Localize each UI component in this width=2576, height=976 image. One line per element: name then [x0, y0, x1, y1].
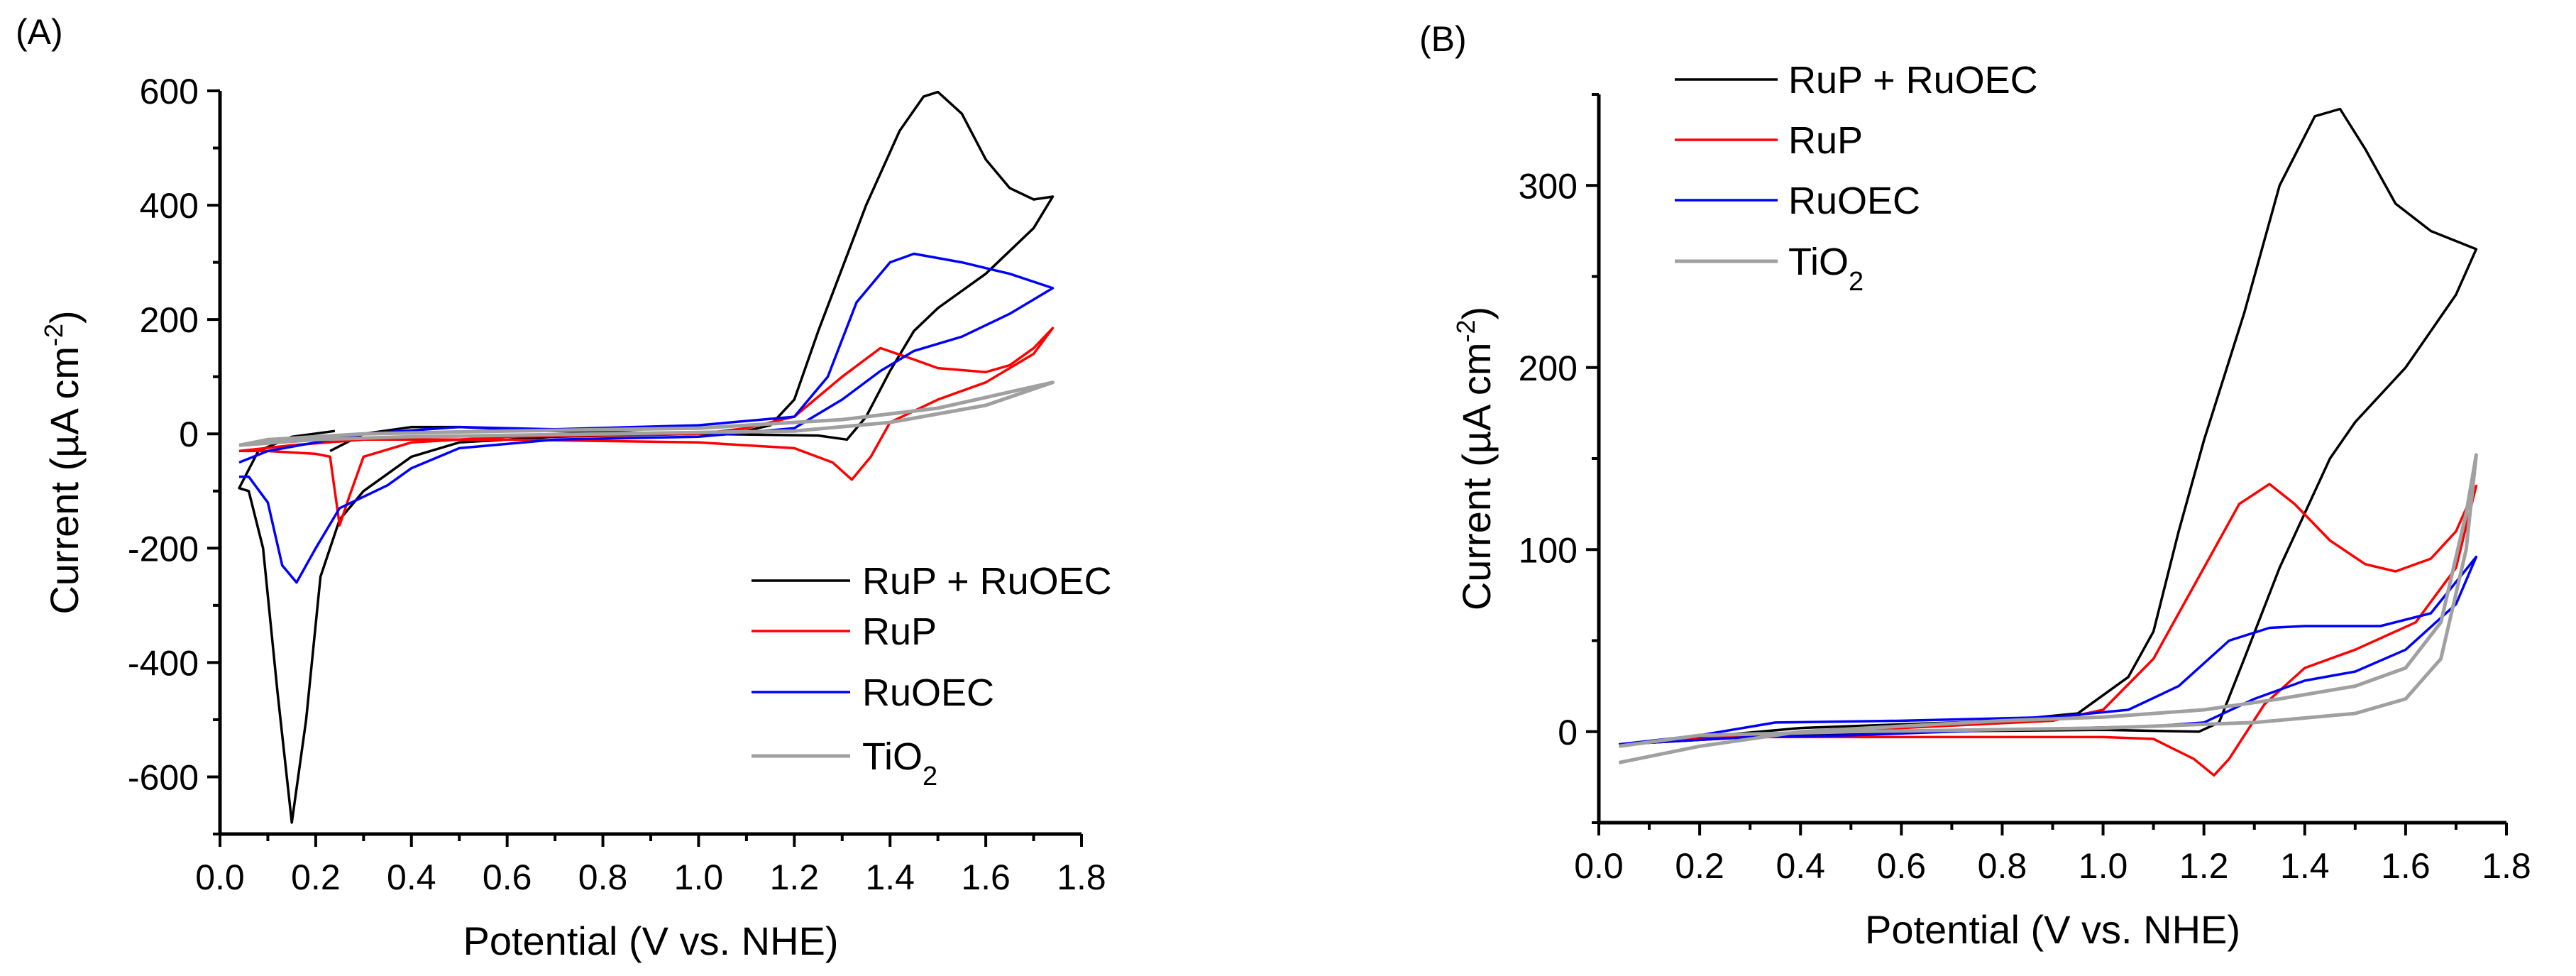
panel-label: (B) — [1419, 19, 1467, 59]
y-axis-title-end: ) — [1454, 307, 1499, 320]
legend-label: RuOEC — [862, 671, 994, 714]
x-tick-label: 0.4 — [387, 857, 436, 897]
legend-label-text: TiO — [862, 735, 923, 778]
x-tick-label: 0.0 — [1574, 846, 1624, 886]
x-tick-label: 0.6 — [483, 857, 532, 897]
series-line-rup — [1619, 483, 2478, 777]
y-tick-label: -200 — [128, 529, 199, 569]
series-line-rup-ruoec — [238, 90, 1055, 824]
series-line-tio2 — [238, 380, 1055, 447]
legend-label-text: RuP — [1788, 119, 1863, 162]
y-tick-label: -600 — [128, 757, 199, 797]
series-line-rup-ruoec — [1619, 107, 2478, 746]
y-tick-label: 300 — [1519, 166, 1578, 206]
legend-label: RuOEC — [1788, 180, 1920, 222]
legend-label-text: RuOEC — [1788, 180, 1920, 222]
x-tick-label: 1.0 — [674, 857, 724, 897]
chart-panel-a: (A) 0.0 0.2 0.4 0.6 0.8 1.0 1.2 1.4 1.6 1.8 -600 -40… — [16, 12, 1112, 963]
x-tick-label: 0.4 — [1776, 846, 1825, 886]
y-tick-label: 200 — [140, 300, 199, 340]
x-tick-label: 1.4 — [865, 857, 915, 897]
x-tick-label: 1.0 — [2079, 846, 2128, 886]
legend-label: TiO2 — [862, 735, 937, 791]
x-tick-label: 0.8 — [578, 857, 628, 897]
y-axis-title-superscript: -2 — [39, 324, 68, 346]
y-tick-label: 0 — [1558, 713, 1578, 752]
y-axis-title: Current (µA cm-2) — [1451, 307, 1499, 610]
legend-label: RuP + RuOEC — [862, 560, 1112, 603]
legend-label: RuP — [862, 610, 937, 653]
y-tick-label: 200 — [1519, 349, 1578, 388]
series-line-ruoec — [1619, 555, 2478, 746]
legend-label-text: RuP + RuOEC — [1788, 59, 2038, 102]
y-axis-title-main: Current (µA cm — [42, 346, 87, 615]
y-axis-title-superscript: -2 — [1451, 319, 1480, 342]
legend-label-text: RuOEC — [862, 671, 994, 714]
legend-label-text: RuP + RuOEC — [862, 560, 1112, 603]
y-tick-label: 100 — [1519, 530, 1578, 570]
x-tick-label: 1.4 — [2280, 846, 2330, 886]
x-tick-label: 1.8 — [1057, 857, 1106, 897]
series-line-ruoec — [238, 252, 1055, 584]
x-tick-label: 1.6 — [2381, 846, 2431, 886]
x-tick-label: 1.2 — [770, 857, 820, 897]
y-tick-label: 600 — [140, 72, 199, 111]
x-axis-title: Potential (V vs. NHE) — [1865, 907, 2240, 952]
x-tick-label: 1.8 — [2482, 846, 2531, 886]
legend-label: RuP — [1788, 119, 1863, 162]
y-tick-label: 400 — [140, 186, 199, 226]
y-axis-title-end: ) — [42, 310, 87, 324]
y-axis-title-main: Current (µA cm — [1454, 343, 1499, 611]
x-tick-label: 0.8 — [1978, 846, 2027, 886]
x-tick-label: 0.2 — [1675, 846, 1724, 886]
x-axis-title: Potential (V vs. NHE) — [463, 919, 838, 963]
chart-panel-b: (B) 0.0 0.2 0.4 0.6 0.8 1.0 1.2 1.4 1.6 1.8 0 100 200… — [1419, 19, 2531, 952]
panel-label: (A) — [16, 12, 63, 52]
legend-label-subscript: 2 — [1849, 267, 1864, 297]
legend-label: RuP + RuOEC — [1788, 59, 2038, 102]
series-line-rup — [238, 327, 1055, 527]
series-line-tio2 — [1618, 453, 2478, 764]
y-tick-label: 0 — [179, 415, 199, 454]
x-tick-label: 0.6 — [1877, 846, 1927, 886]
legend-label-text: RuP — [862, 610, 937, 653]
y-axis-title: Current (µA cm-2) — [39, 310, 87, 614]
x-tick-label: 1.6 — [961, 857, 1011, 897]
x-tick-label: 1.2 — [2179, 846, 2229, 886]
legend-label: TiO2 — [1788, 241, 1864, 297]
legend-label-text: TiO — [1788, 241, 1849, 283]
x-tick-label: 0.0 — [195, 857, 245, 897]
legend-label-subscript: 2 — [923, 762, 937, 791]
y-tick-label: -400 — [128, 643, 199, 683]
x-tick-label: 0.2 — [291, 857, 341, 897]
